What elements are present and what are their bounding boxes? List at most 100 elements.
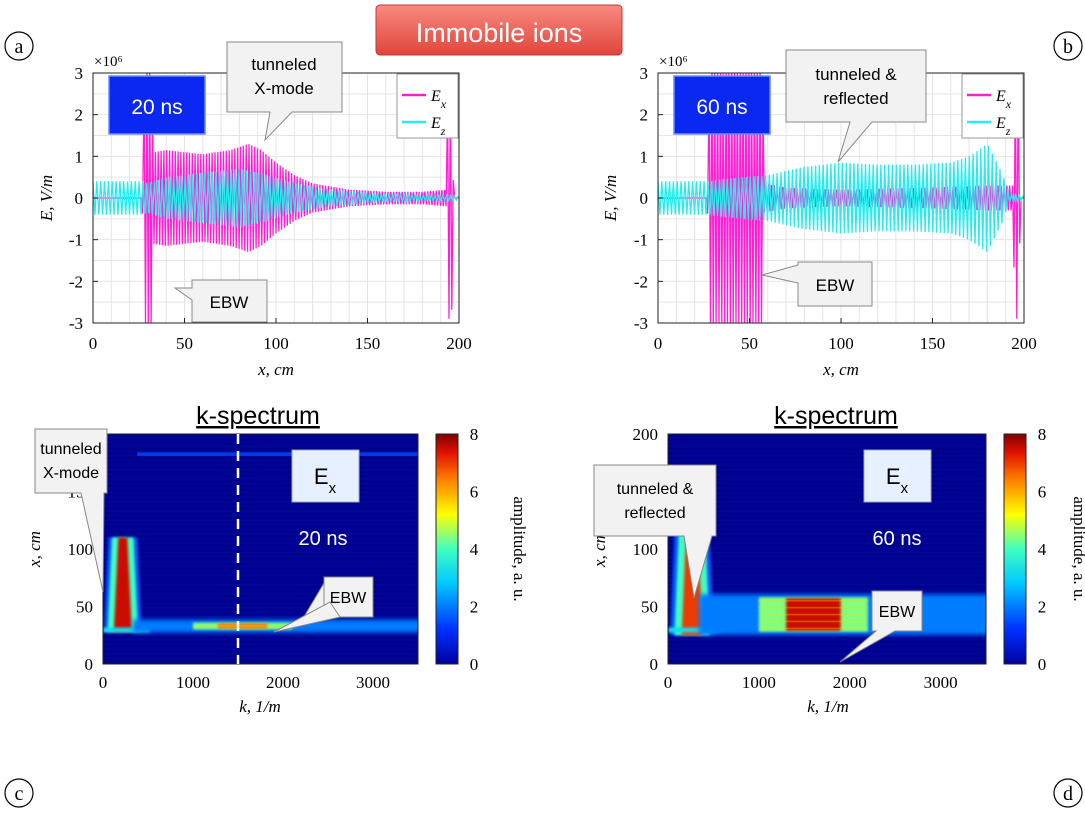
heatmap-striation [668,510,986,512]
y-tick-labels-b: 3 2 1 0 -1 -2 -3 [634,64,663,333]
heatmap-striation [668,519,986,521]
colorbar-d: 0 2 4 6 8 amplitude, a. u. [1003,425,1085,674]
callout-text-d2: EBW [879,604,916,621]
heatmap-striation [103,616,418,618]
heatmap-striation [668,657,986,659]
heatmap-stripe [758,627,868,630]
colorbar-tick-label: 2 [470,598,479,617]
heatmap-striation [103,551,418,554]
heatmap-striation [668,487,986,489]
colorbar-tick-label: 8 [1038,425,1047,444]
colorbar-tick-label: 4 [1038,540,1047,559]
heatmap-striation [103,519,418,521]
y-tick-label: 100 [68,540,94,559]
y-tick-label: 200 [633,425,659,444]
heatmap-striation [103,574,418,577]
y-axis-label-a: E, V/m [37,175,56,222]
y-tick-label: -1 [69,231,83,250]
heatmap-c [103,436,418,659]
y-tick-label: 0 [640,189,649,208]
heatmap-striation [103,634,418,636]
heatmap-striation [668,538,986,540]
heatmap-striation [103,607,418,609]
field-label-d: Ex [886,464,909,497]
colorbar-tick-label: 2 [1038,598,1047,617]
callout-tunneled-xmode-a: tunneled X-mode [226,41,343,142]
x-tick-label: 50 [741,334,758,353]
y-axis-label-d: x, cm [590,531,609,568]
heatmap-striation [103,657,418,659]
figure-title-text: Immobile ions [416,18,583,48]
heatmap-striation [103,538,418,540]
x-tick-label: 2000 [266,673,300,692]
colorbar-label-c: amplitude, a. u. [510,496,529,601]
callout-tunneled-reflected-d: tunneled & reflected [593,464,717,599]
panel-letter-c: c [4,778,34,808]
y-tick-label: -2 [634,272,648,291]
callout-text-b2: EBW [816,276,855,295]
heatmap-striation [103,588,418,590]
heatmap-striation [103,533,418,535]
heatmap-striation [668,551,986,554]
heatmap-stripe [758,599,868,602]
panel-a: 3 2 1 0 -1 -2 -3 0 50 100 150 200 ×10⁶ x, cm E, V/… [37,41,472,379]
heatmap-title-c: k-spectrum [196,402,320,430]
svg-text:b: b [1063,36,1073,58]
heatmap-striation [103,459,418,462]
heatmap-striation [103,542,418,544]
callout-text-a1-l2: X-mode [254,79,314,98]
y-tick-label: -1 [634,231,648,250]
y-tick-label: -3 [69,314,83,333]
x-tick-label: 3000 [356,673,390,692]
heatmap-striation [103,478,418,480]
heatmap-striation [668,584,986,586]
x-axis-label-b: x, cm [822,360,859,379]
series-line-ez [92,168,459,227]
colorbar-tick-label: 0 [470,655,479,674]
heatmap-striation [668,574,986,577]
heatmap-striation [103,570,418,572]
heatmap-striation [668,593,986,595]
callout-text-c2: EBW [330,590,367,607]
field-label-c: Ex [314,464,337,497]
heatmap-stripe [758,620,868,623]
y-axis-label-b: E, V/m [601,175,620,222]
heatmap-striation [103,611,418,613]
heatmap-striation [668,469,986,471]
y-tick-label: 1 [640,147,649,166]
y-multiplier-a: ×10⁶ [94,54,123,70]
colorbar-tick-label: 0 [1038,655,1047,674]
x-tick-labels-b: 0 50 100 150 200 [654,318,1037,353]
time-label-c: 20 ns [299,528,348,550]
heatmap-striation [668,634,986,636]
x-tick-labels-a: 0 50 100 150 200 [89,318,472,353]
heatmap-stripe [758,613,868,616]
heatmap-striation [668,542,986,544]
colorbar-label-d: amplitude, a. u. [1070,496,1085,601]
heatmap-striation [103,648,418,650]
panel-letter-b: b [1053,31,1083,61]
x-tick-label: 100 [828,334,854,353]
colorbar-tick-label: 6 [1038,483,1047,502]
colorbar-ticks-c: 0 2 4 6 8 [470,425,479,674]
x-tick-label: 50 [176,334,193,353]
callout-text-d1-l2: reflected [624,505,685,522]
y-tick-label: 3 [75,64,84,83]
legend-item-ez-b: Ez [995,115,1011,138]
heatmap-striation [668,524,986,526]
heatmap-striation [103,436,418,439]
heatmap-striation [668,565,986,567]
y-tick-label: 2 [640,106,649,125]
heatmap-striation [668,501,986,503]
heatmap-feature [137,452,418,456]
heatmap-stripe [758,606,868,609]
panel-letter-d: d [1053,778,1083,808]
heatmap-striation [103,473,418,475]
x-tick-label: 150 [355,334,381,353]
heatmap-striation [668,482,986,485]
plot-a [92,72,459,324]
y-tick-label: 0 [75,189,84,208]
time-label-a: 20 ns [131,96,182,119]
